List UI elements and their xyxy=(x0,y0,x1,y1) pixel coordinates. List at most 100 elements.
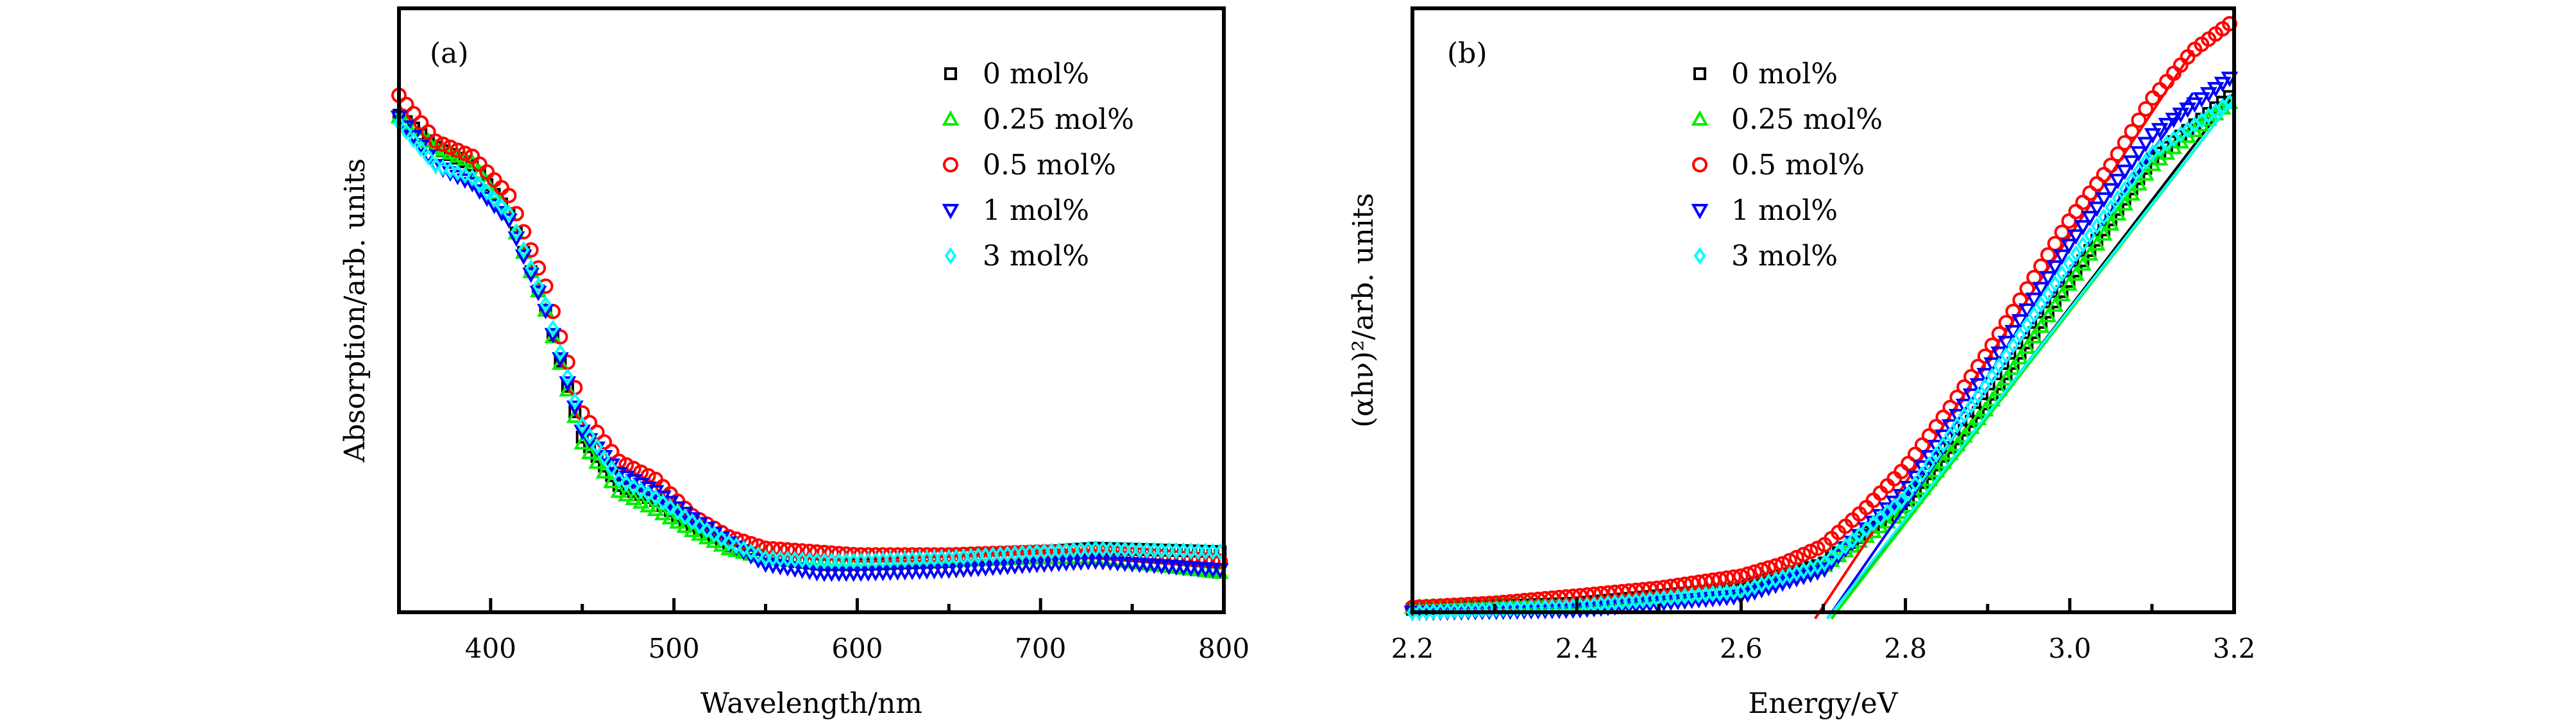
legend-item: 0 mol% xyxy=(1693,58,1838,90)
data-point xyxy=(1969,410,1987,426)
data-point xyxy=(2060,275,2078,291)
data-point xyxy=(566,400,584,416)
data-point xyxy=(544,328,562,344)
x-tick-label: 2.4 xyxy=(1555,633,1598,664)
data-point xyxy=(522,267,540,283)
data-point xyxy=(679,508,691,526)
data-point xyxy=(2130,146,2148,162)
legend-marker xyxy=(1691,204,1709,220)
data-point xyxy=(459,166,471,184)
data-point xyxy=(437,159,450,177)
data-point xyxy=(2199,87,2217,103)
data-point xyxy=(2032,317,2050,333)
data-point xyxy=(2042,285,2055,303)
data-point xyxy=(452,163,464,181)
data-point xyxy=(539,296,552,313)
data-point xyxy=(1795,569,1813,585)
data-point xyxy=(500,213,518,229)
data-point xyxy=(1986,367,1999,385)
data-point xyxy=(831,546,847,562)
data-point xyxy=(2126,171,2138,189)
data-point xyxy=(2119,180,2131,198)
data-point xyxy=(2095,225,2113,241)
data-point xyxy=(537,304,555,320)
data-point xyxy=(1965,397,1978,415)
legend-label: 0.5 mol% xyxy=(983,149,1116,181)
data-point xyxy=(591,438,604,456)
data-point xyxy=(1205,553,1221,569)
data-point xyxy=(787,542,803,558)
x-tick-label: 2.6 xyxy=(1720,633,1763,664)
data-point xyxy=(1923,455,1936,473)
data-point xyxy=(715,530,728,547)
data-point xyxy=(781,550,794,568)
data-point xyxy=(2039,271,2057,287)
data-point xyxy=(730,537,743,555)
data-point xyxy=(510,223,523,241)
data-point xyxy=(488,190,501,208)
data-point xyxy=(2105,199,2117,217)
data-point xyxy=(532,277,545,295)
data-point xyxy=(2032,281,2050,297)
data-point xyxy=(654,505,672,521)
data-point xyxy=(1935,453,1952,469)
data-point xyxy=(466,169,479,187)
data-point xyxy=(1895,492,1908,510)
legend-marker xyxy=(944,247,957,265)
data-point xyxy=(2116,195,2134,211)
x-tick-label: 3.0 xyxy=(2048,633,2091,664)
data-point xyxy=(2088,235,2106,251)
data-point xyxy=(1944,426,1956,444)
data-point xyxy=(559,381,577,397)
data-point xyxy=(2034,315,2047,329)
data-point xyxy=(1942,444,1959,460)
data-point xyxy=(1809,565,1826,581)
data-point xyxy=(700,521,713,539)
data-point xyxy=(1788,572,1806,588)
legend-label: 1 mol% xyxy=(1731,194,1838,227)
legend-marker xyxy=(942,204,960,220)
data-point xyxy=(1781,574,1799,590)
data-point xyxy=(1860,520,1873,538)
data-point xyxy=(2081,245,2099,261)
data-point xyxy=(2137,137,2155,153)
data-point xyxy=(1972,387,1985,405)
data-point xyxy=(1971,406,1985,419)
data-point xyxy=(494,180,510,196)
data-point xyxy=(443,139,459,155)
data-point xyxy=(2193,92,2210,108)
data-point xyxy=(627,478,640,496)
data-point xyxy=(568,392,581,410)
x-tick-label: 500 xyxy=(648,633,700,664)
data-point xyxy=(2130,175,2148,191)
data-point xyxy=(580,433,598,449)
data-point xyxy=(1902,485,1915,503)
data-point xyxy=(2123,185,2140,201)
data-point xyxy=(495,197,508,215)
data-point xyxy=(1746,585,1763,601)
data-point xyxy=(2063,255,2075,272)
data-point xyxy=(525,259,538,277)
data-point xyxy=(1753,583,1770,599)
data-point xyxy=(1997,370,2015,386)
data-point xyxy=(559,376,577,392)
data-point xyxy=(1874,509,1886,527)
data-point xyxy=(620,474,632,492)
x-tick-label: 700 xyxy=(1015,633,1066,664)
data-point xyxy=(547,319,559,337)
data-point xyxy=(552,354,569,370)
series-1-mol- xyxy=(390,110,1229,582)
data-point xyxy=(2049,275,2062,293)
data-point xyxy=(691,525,709,541)
data-point xyxy=(1802,544,1818,560)
data-point xyxy=(450,142,466,158)
data-point xyxy=(2123,155,2140,171)
fit-line xyxy=(1826,98,2235,620)
legend-item: 3 mol% xyxy=(944,240,1089,272)
data-point xyxy=(1759,580,1777,597)
data-point xyxy=(1951,416,1963,434)
data-point xyxy=(2088,201,2106,217)
data-point xyxy=(435,136,451,152)
data-point xyxy=(2095,192,2113,208)
